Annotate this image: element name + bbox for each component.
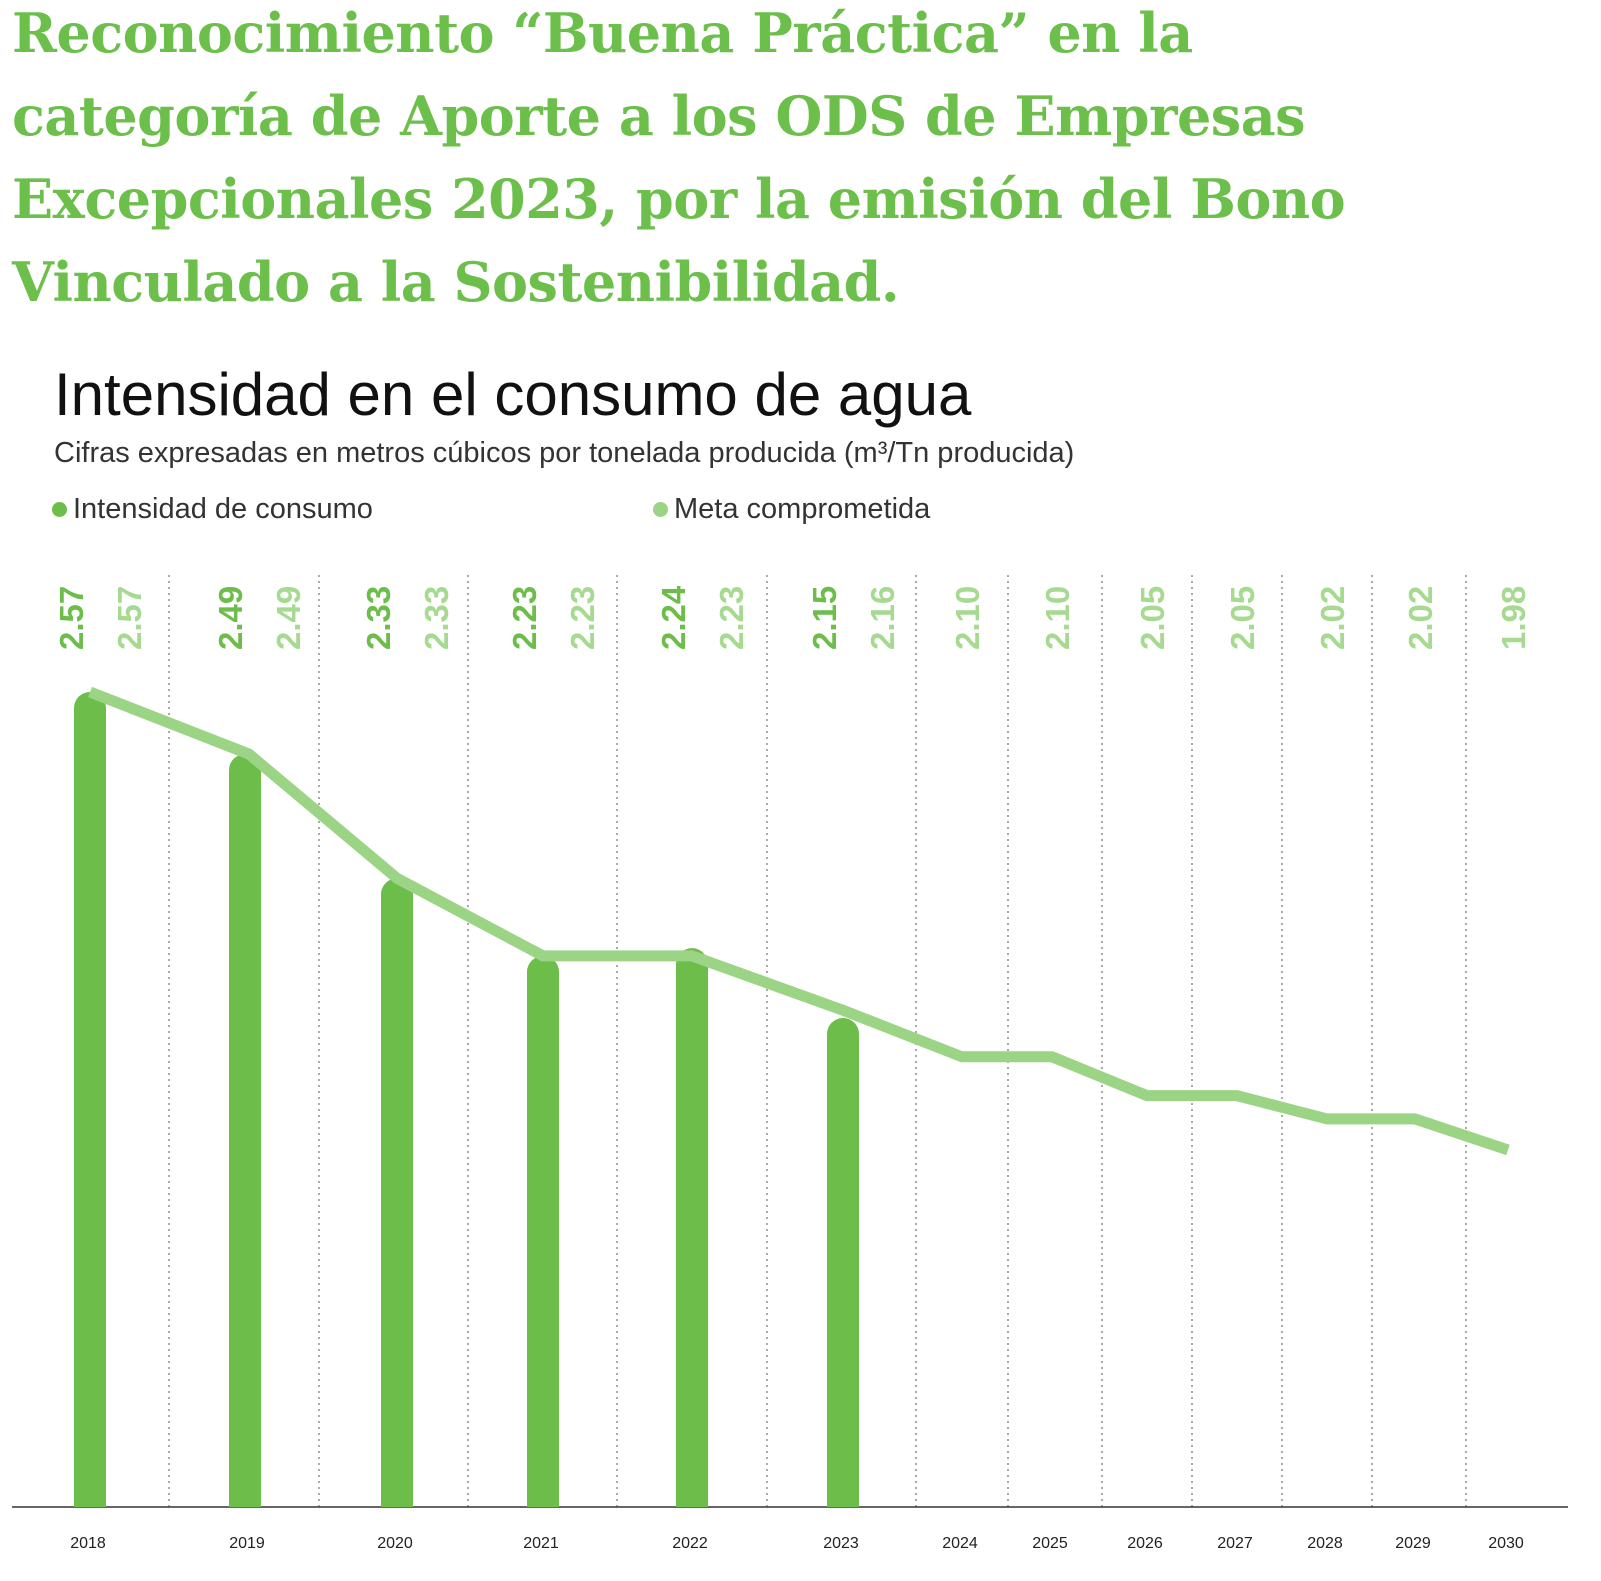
legend-label: Meta comprometida	[674, 493, 931, 525]
headline-line: Vinculado a la Sostenibilidad.	[12, 250, 900, 314]
target-value-label: 2.05	[1224, 586, 1261, 650]
bar-value-label: 2.24	[655, 585, 692, 650]
headline-line: Excepcionales 2023, por la emisión del B…	[12, 167, 1346, 231]
bar-value-label: 2.15	[806, 586, 843, 650]
bar	[74, 692, 106, 1507]
x-tick-label: 2028	[1307, 1535, 1343, 1552]
legend-dot-icon	[653, 502, 668, 517]
legend-label: Intensidad de consumo	[73, 493, 373, 525]
x-tick-label: 2021	[523, 1535, 559, 1552]
x-tick-label: 2029	[1395, 1535, 1431, 1552]
x-tick-label: 2027	[1217, 1535, 1253, 1552]
target-value-label: 1.98	[1495, 586, 1532, 650]
x-tick-label: 2024	[942, 1535, 978, 1552]
legend-item-actual: Intensidad de consumo	[52, 493, 373, 526]
x-tick-label: 2023	[823, 1535, 859, 1552]
bar	[527, 955, 559, 1507]
target-value-label: 2.23	[564, 586, 601, 650]
target-value-label: 2.23	[713, 586, 750, 650]
target-value-label: 2.10	[1039, 586, 1076, 650]
chart-subtitle: Cifras expresadas en metros cúbicos por …	[54, 437, 1075, 469]
legend-item-target: Meta comprometida	[653, 493, 930, 526]
x-tick-label: 2025	[1032, 1535, 1068, 1552]
target-value-label: 2.49	[270, 586, 307, 650]
bar	[676, 948, 708, 1507]
target-value-label: 2.33	[418, 586, 455, 650]
x-tick-label: 2030	[1488, 1535, 1524, 1552]
legend-dot-icon	[52, 502, 67, 517]
target-value-label: 2.16	[864, 586, 901, 650]
x-tick-label: 2022	[672, 1535, 708, 1552]
x-tick-label: 2026	[1127, 1535, 1163, 1552]
headline-line: Reconocimiento “Buena Práctica” en la	[12, 1, 1193, 65]
target-value-label: 2.05	[1134, 586, 1171, 650]
headline-line: categoría de Aporte a los ODS de Empresa…	[12, 84, 1306, 148]
target-value-label: 2.02	[1402, 586, 1439, 650]
chart-title: Intensidad en el consumo de agua	[54, 361, 972, 428]
target-value-label: 2.10	[949, 586, 986, 650]
bar-value-label: 2.49	[212, 586, 249, 650]
bar-value-label: 2.33	[360, 586, 397, 650]
bar	[827, 1018, 859, 1507]
bar-value-label: 2.57	[53, 586, 90, 650]
x-tick-label: 2019	[229, 1535, 265, 1552]
target-value-label: 2.02	[1314, 586, 1351, 650]
target-value-label: 2.57	[111, 586, 148, 650]
bar	[229, 754, 261, 1507]
bar-value-label: 2.23	[506, 586, 543, 650]
target-line	[87, 686, 1510, 1156]
bar	[381, 878, 413, 1507]
x-tick-label: 2020	[377, 1535, 413, 1552]
x-tick-label: 2018	[70, 1535, 106, 1552]
headline: Reconocimiento “Buena Práctica” en la ca…	[12, 0, 1346, 324]
